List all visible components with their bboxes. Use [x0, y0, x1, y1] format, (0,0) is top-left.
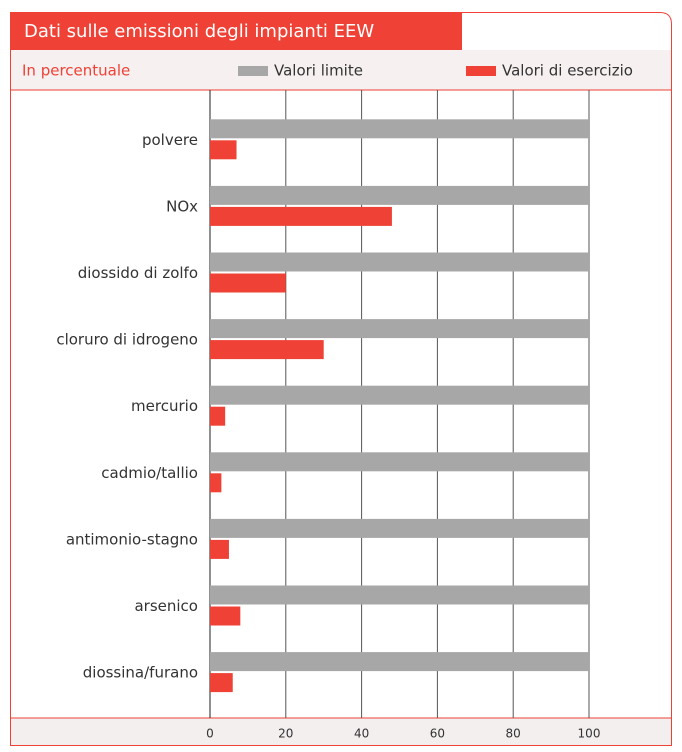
bar: [210, 252, 589, 272]
axis-band: [10, 718, 672, 745]
legend-label: Valori limite: [274, 62, 363, 80]
bar: [210, 385, 589, 405]
legend-swatch: [466, 66, 496, 76]
bar: [210, 119, 589, 139]
subtitle: In percentuale: [22, 62, 130, 80]
x-tick-label: 100: [578, 727, 601, 741]
bar: [210, 140, 237, 160]
legend-swatch: [238, 66, 268, 76]
y-tick-label: diossido di zolfo: [78, 264, 198, 282]
bar: [210, 340, 324, 360]
y-tick-label: cloruro di idrogeno: [56, 331, 198, 349]
bar: [210, 319, 589, 339]
bar: [210, 406, 226, 426]
x-tick-label: 80: [506, 727, 521, 741]
y-tick-label: polvere: [142, 131, 198, 149]
bar: [210, 585, 589, 605]
y-tick-label: NOx: [166, 197, 198, 215]
subtitle-band: [10, 50, 672, 90]
frame: [10, 12, 672, 746]
bar: [210, 473, 222, 493]
bar: [210, 539, 229, 559]
bar: [210, 673, 233, 693]
y-tick-label: diossina/furano: [83, 664, 198, 682]
bar: [210, 518, 589, 538]
chart-title: Dati sulle emissioni degli impianti EEW: [24, 21, 374, 42]
legend-label: Valori di esercizio: [502, 62, 633, 80]
bar: [210, 606, 241, 626]
bar: [210, 206, 392, 226]
bar: [210, 273, 286, 293]
bar: [210, 652, 589, 672]
x-tick-label: 20: [278, 727, 293, 741]
y-tick-label: mercurio: [131, 397, 198, 415]
y-tick-label: arsenico: [134, 597, 198, 615]
y-tick-label: cadmio/tallio: [101, 464, 198, 482]
bar: [210, 452, 589, 472]
title-band: [10, 12, 462, 50]
y-tick-label: antimonio-stagno: [66, 530, 198, 548]
bar: [210, 185, 589, 205]
x-tick-label: 60: [430, 727, 445, 741]
x-tick-label: 0: [206, 727, 214, 741]
x-tick-label: 40: [354, 727, 369, 741]
